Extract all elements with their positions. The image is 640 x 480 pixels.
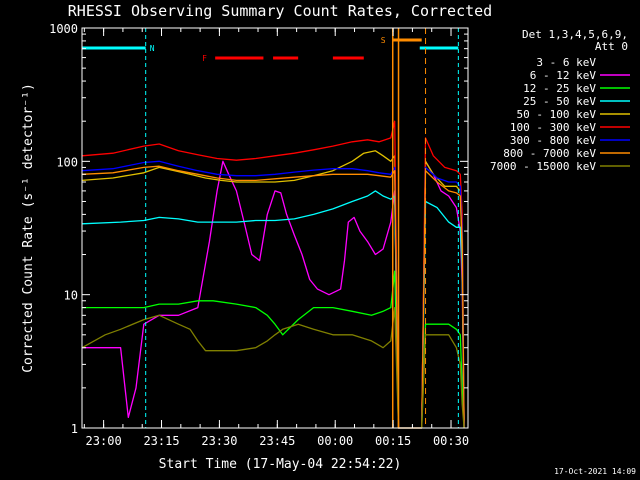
series-line: [81, 120, 465, 429]
series-line: [81, 165, 465, 429]
chart-title: RHESSI Observing Summary Count Rates, Co…: [68, 2, 492, 20]
x-tick-label: 00:15: [375, 434, 411, 448]
legend-entry-label: 50 - 100 keV: [517, 108, 597, 121]
x-tick-label: 23:00: [86, 434, 122, 448]
y-axis-label: Corrected Count Rate (s⁻¹ detector⁻¹): [21, 83, 36, 373]
footer-date: 17-Oct-2021 14:09: [554, 467, 636, 476]
legend-header-line-1: Det 1,3,4,5,6,9,: [522, 28, 628, 41]
saa-marker-label: S: [381, 36, 386, 45]
y-tick-label: 1000: [49, 22, 78, 36]
x-tick-label: 23:30: [201, 434, 237, 448]
legend-entry-label: 25 - 50 keV: [523, 95, 596, 108]
legend-entry-label: 12 - 25 keV: [523, 82, 596, 95]
series-line: [82, 270, 465, 429]
x-tick-label: 23:45: [259, 434, 295, 448]
x-tick-label: 23:15: [143, 434, 179, 448]
series-line: [81, 190, 465, 429]
y-axis: 1 10 100 1000: [49, 22, 468, 436]
x-tick-label: 00:30: [433, 434, 469, 448]
y-tick-label: 100: [56, 155, 78, 169]
series-line: [81, 160, 465, 429]
legend-entry-label: 800 - 7000 keV: [503, 147, 596, 160]
legend-header-line-2: Att 0: [595, 40, 628, 53]
y-tick-label: 1: [71, 422, 78, 436]
legend-entry-label: 6 - 12 keV: [530, 69, 597, 82]
x-axis-label: Start Time (17-May-04 22:54:22): [159, 457, 402, 472]
plot-area: N F S: [81, 28, 465, 429]
plot-frame: [81, 27, 469, 429]
legend-entry-label: 3 - 6 keV: [536, 56, 596, 69]
x-tick-label: 00:00: [317, 434, 353, 448]
legend-entry-label: 100 - 300 keV: [510, 121, 596, 134]
y-tick-label: 10: [64, 289, 78, 303]
series-line: [81, 306, 465, 429]
flare-marker-label: F: [202, 54, 207, 63]
legend-entry-label: 300 - 800 keV: [510, 134, 596, 147]
legend-entry-label: 7000 - 15000 keV: [490, 160, 596, 173]
night-marker-label: N: [150, 44, 155, 53]
x-axis: 23:00 23:15 23:30 23:45 00:00 00:15 00:30: [83, 28, 469, 448]
